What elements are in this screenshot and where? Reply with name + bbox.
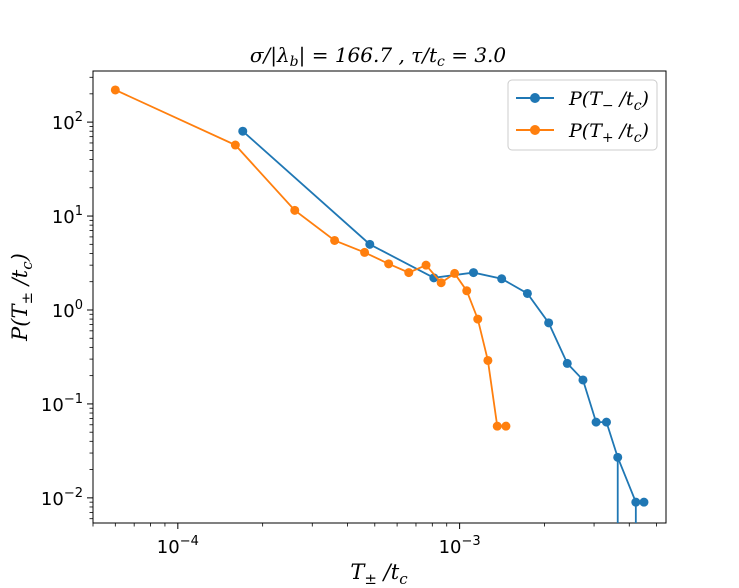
legend: P(T− /tc) P(T+ /tc) bbox=[507, 79, 658, 151]
legend-marker-minus bbox=[530, 93, 540, 103]
data-point bbox=[436, 278, 446, 288]
data-point bbox=[473, 314, 483, 324]
y-minor-ticks bbox=[89, 76, 93, 520]
data-point bbox=[450, 268, 460, 278]
legend-marker-plus bbox=[530, 125, 540, 135]
data-point bbox=[230, 140, 240, 150]
data-point bbox=[562, 358, 572, 368]
data-point bbox=[544, 318, 554, 328]
x-major-ticks: 10−4 10−3 bbox=[157, 523, 481, 558]
data-point bbox=[591, 417, 601, 427]
x-tick-label: 10−3 bbox=[439, 534, 481, 558]
data-point bbox=[365, 239, 375, 249]
data-point bbox=[238, 126, 248, 136]
data-point bbox=[468, 268, 478, 278]
x-minor-ticks bbox=[92, 523, 657, 527]
data-point bbox=[330, 235, 340, 245]
data-point bbox=[483, 355, 493, 365]
plot-area: 10−4 10−3 10−2 10−1 100 101 102 bbox=[41, 70, 667, 558]
data-point bbox=[601, 417, 611, 427]
y-tick-label: 102 bbox=[52, 110, 83, 134]
data-point bbox=[613, 452, 623, 462]
x-axis-label: T± /tc bbox=[350, 560, 408, 588]
data-point bbox=[384, 259, 394, 269]
series-line bbox=[114, 89, 506, 428]
data-point bbox=[522, 288, 532, 298]
series-1 bbox=[110, 85, 511, 431]
data-point bbox=[497, 274, 507, 284]
data-point bbox=[421, 260, 431, 270]
x-tick-label: 10−4 bbox=[157, 534, 199, 558]
data-point bbox=[462, 286, 472, 296]
data-point bbox=[110, 85, 120, 95]
y-tick-label: 101 bbox=[52, 204, 83, 228]
y-major-ticks: 10−2 10−1 100 101 102 bbox=[41, 110, 93, 510]
plot-frame bbox=[92, 70, 667, 524]
data-point bbox=[578, 375, 588, 385]
chart-title: σ/|λb| = 166.7 , τ/tc = 3.0 bbox=[250, 43, 507, 70]
data-point bbox=[492, 421, 502, 431]
data-point bbox=[404, 268, 414, 278]
series-0 bbox=[238, 126, 649, 507]
data-point bbox=[290, 205, 300, 215]
data-point bbox=[360, 247, 370, 257]
data-point bbox=[639, 497, 649, 507]
y-tick-label: 10−1 bbox=[41, 392, 83, 416]
y-tick-label: 10−2 bbox=[41, 486, 83, 510]
series-line bbox=[242, 130, 644, 504]
y-axis-label: P(T± /tc) bbox=[8, 253, 36, 342]
y-tick-label: 100 bbox=[52, 298, 83, 322]
data-point bbox=[501, 421, 511, 431]
series-layer bbox=[110, 85, 649, 523]
